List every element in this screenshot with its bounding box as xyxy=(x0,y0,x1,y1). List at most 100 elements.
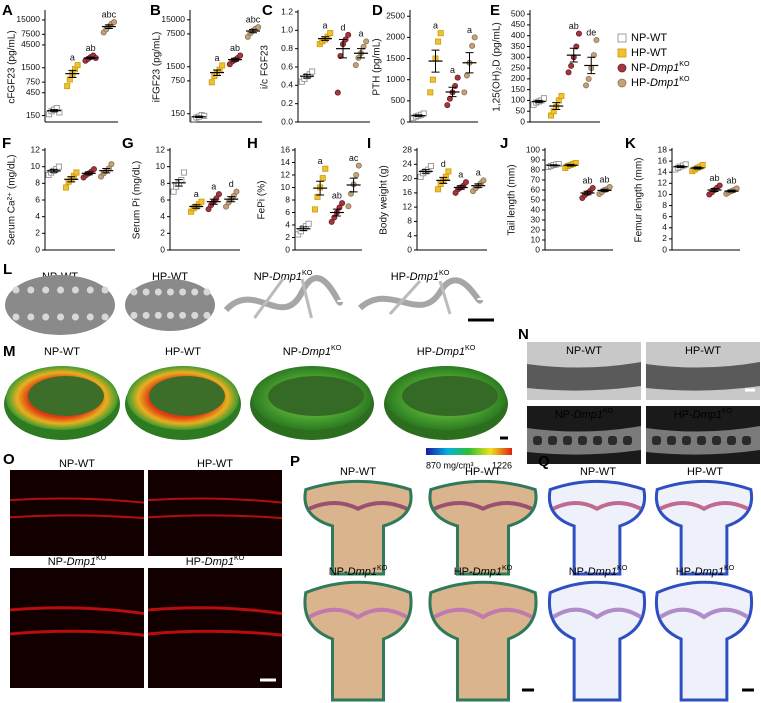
label-gene: Dmp1 xyxy=(650,62,679,74)
y-tick-label: 450 xyxy=(511,19,525,29)
significance-letter: a xyxy=(458,170,463,180)
y-tick-label: 4 xyxy=(407,230,412,240)
panel-letter: I xyxy=(367,135,371,152)
group-label: HP-Dmp1KO xyxy=(674,407,733,421)
data-point xyxy=(444,102,451,109)
data-point xyxy=(90,166,97,173)
y-tick-label: 0 xyxy=(400,116,405,126)
y-tick-label: 1500 xyxy=(166,61,185,71)
y-tick-label: 150 xyxy=(511,84,525,94)
error-bar xyxy=(431,49,440,73)
group-label: HP-WT xyxy=(687,466,723,478)
error-bar xyxy=(102,168,111,174)
label-text: HP-WT xyxy=(687,466,723,478)
xray-pore xyxy=(697,436,706,445)
error-bar xyxy=(421,169,430,174)
y-tick-label: 2 xyxy=(285,232,290,242)
y-tick-label: 500 xyxy=(511,8,525,18)
y-tick-label: 450 xyxy=(26,87,40,97)
data-point xyxy=(445,168,452,175)
group-label: HP-Dmp1KO xyxy=(676,564,735,578)
xray-pore xyxy=(533,436,542,445)
data-point xyxy=(565,69,572,76)
data-point xyxy=(480,177,487,184)
y-tick-label: 8 xyxy=(35,178,40,188)
data-point xyxy=(237,52,244,59)
data-point xyxy=(309,68,316,75)
bone-pore xyxy=(101,313,109,321)
label-sup: KO xyxy=(679,75,690,83)
significance-letter: ab xyxy=(709,173,719,183)
data-point xyxy=(355,162,362,169)
bone-pore xyxy=(86,286,94,294)
y-tick-label: 4 xyxy=(160,211,165,221)
data-point xyxy=(568,62,575,69)
data-point xyxy=(429,76,436,83)
label-text: NP-WT xyxy=(340,466,376,478)
xray-pore xyxy=(712,436,721,445)
y-tick-label: 750 xyxy=(26,76,40,86)
y-tick-label: 50 xyxy=(516,105,526,115)
data-point xyxy=(471,34,478,41)
fluorescence-image xyxy=(148,568,282,688)
xray-bone xyxy=(527,362,641,391)
data-point xyxy=(540,95,547,102)
y-tick-label: 7500 xyxy=(166,28,185,38)
colorbar-min: 870 mg/cm³ xyxy=(426,460,474,470)
femur-section xyxy=(303,479,413,576)
y-tick-label: 400 xyxy=(511,30,525,40)
label-sup: KO xyxy=(377,564,388,572)
y-axis-label: 1,25(OH)₂D (pg/mL) xyxy=(492,22,503,111)
y-tick-label: 60 xyxy=(531,184,541,194)
error-bar xyxy=(569,47,578,63)
growth-plate xyxy=(552,607,642,620)
y-tick-label: 70 xyxy=(531,174,541,184)
y-tick-label: 0 xyxy=(407,244,412,254)
error-bar xyxy=(84,171,93,176)
y-tick-label: 4 xyxy=(285,219,290,229)
label-text: HP- xyxy=(186,556,205,568)
y-tick-label: 0 xyxy=(662,244,667,254)
group-label: NP-Dmp1KO xyxy=(555,407,614,421)
data-point xyxy=(63,184,70,191)
label-sup: KO xyxy=(234,554,245,562)
data-point xyxy=(427,89,434,96)
label-text: HP-WT xyxy=(631,47,667,59)
label-gene: Dmp1 xyxy=(273,271,302,283)
bone-lumen xyxy=(28,376,104,416)
significance-letter: a xyxy=(358,29,363,39)
significance-letter: de xyxy=(586,27,596,37)
y-tick-label: 6 xyxy=(662,211,667,221)
xray-pore xyxy=(608,436,617,445)
data-point xyxy=(233,188,240,195)
label-sup: KO xyxy=(722,407,733,415)
y-tick-label: 15000 xyxy=(161,14,185,24)
significance-letter: a xyxy=(467,25,472,35)
y-tick-label: 12 xyxy=(156,144,166,154)
y-tick-label: 90 xyxy=(531,154,541,164)
y-tick-label: 16 xyxy=(658,155,668,165)
y-axis-label: iFGF23 (pg/mL) xyxy=(152,32,163,103)
y-tick-label: 8 xyxy=(407,216,412,226)
y-tick-label: 750 xyxy=(171,75,185,85)
panel-letter: B xyxy=(150,2,161,19)
label-text: NP- xyxy=(631,62,650,74)
data-point xyxy=(558,93,565,100)
significance-letter: ab xyxy=(726,176,736,186)
y-tick-label: 50 xyxy=(531,194,541,204)
data-point xyxy=(56,109,63,116)
y-tick-label: 24 xyxy=(403,159,413,169)
error-bar xyxy=(227,196,236,203)
femur-section xyxy=(547,479,647,576)
bone-pore xyxy=(166,311,174,319)
xray-pore xyxy=(742,436,751,445)
error-bar xyxy=(549,164,558,167)
bone-lumen xyxy=(402,376,498,416)
error-bar xyxy=(174,179,183,187)
data-point xyxy=(435,38,442,45)
error-bar xyxy=(439,176,448,184)
bone-pore xyxy=(101,286,109,294)
fluorescence-image xyxy=(10,568,144,688)
data-point xyxy=(205,206,212,213)
y-tick-label: 200 xyxy=(511,73,525,83)
